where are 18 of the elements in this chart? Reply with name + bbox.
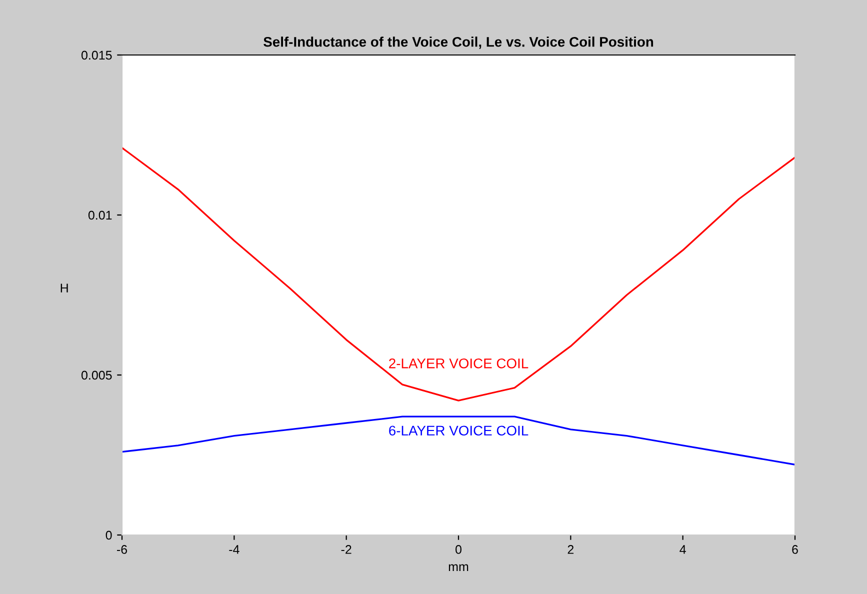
y-tick-label: 0.015 xyxy=(81,50,112,60)
y-axis-title: H xyxy=(60,284,68,292)
y-tick-label: 0.005 xyxy=(81,370,112,380)
annotation: 6-LAYER VOICE COIL xyxy=(389,426,528,436)
x-tick-label: -2 xyxy=(341,545,352,554)
annotation: 2-LAYER VOICE COIL xyxy=(389,358,528,368)
x-tick-label: -4 xyxy=(229,545,240,554)
x-tick-label: 2 xyxy=(568,545,574,554)
x-tick-label: 0 xyxy=(456,545,462,554)
y-tick-label: 0 xyxy=(106,530,112,540)
x-axis-title: mm xyxy=(448,564,468,571)
x-tick-label: -6 xyxy=(117,545,128,554)
x-tick-label: 6 xyxy=(792,545,798,554)
chart-title: Self-Inductance of the Voice Coil, Le vs. Voice Coil Position xyxy=(264,36,654,49)
y-tick-label: 0.01 xyxy=(88,210,112,220)
line-series xyxy=(122,146,795,402)
x-tick-label: 4 xyxy=(680,545,686,554)
line-series xyxy=(122,416,795,466)
